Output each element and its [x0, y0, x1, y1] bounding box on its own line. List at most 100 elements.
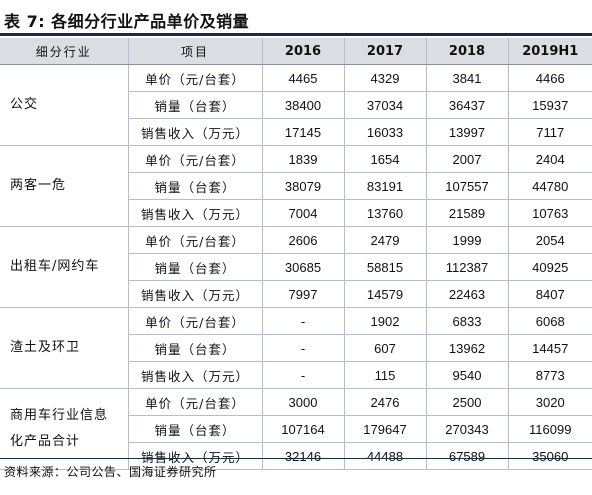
header-year: 2017 [344, 38, 427, 65]
value-cell: 58815 [344, 253, 427, 281]
value-cell: 6833 [426, 307, 509, 335]
value-cell: 6068 [508, 307, 592, 335]
item-label: 销量（台套） [128, 253, 263, 281]
value-cell: 7117 [508, 118, 592, 146]
value-cell: 36437 [426, 91, 509, 119]
item-label: 销售收入（万元） [128, 280, 263, 308]
table-row: 公交 单价（元/台套） 4465 4329 3841 4466 [0, 64, 592, 146]
table-row: 销量（台套） 38400 37034 36437 15937 [0, 91, 592, 119]
header-item: 项目 [128, 38, 263, 65]
value-cell: 2404 [508, 145, 592, 173]
table-row: 销售收入（万元） 17145 16033 13997 7117 [0, 118, 592, 146]
value-cell: 10763 [508, 199, 592, 227]
segment-name: 出租车/网约车 [0, 226, 129, 308]
value-cell: 44780 [508, 172, 592, 200]
item-label: 单价（元/台套） [128, 226, 263, 254]
table-row: 销售收入（万元） -115 9540 8773 [0, 361, 592, 389]
value-cell: - [262, 361, 345, 389]
segment-name: 渣土及环卫 [0, 307, 129, 389]
table-row: 商用车行业信息化产品合计 单价（元/台套） 3000 2476 2500 3020 [0, 388, 592, 470]
item-label: 单价（元/台套） [128, 64, 263, 92]
value-cell: 2054 [508, 226, 592, 254]
item-label: 销售收入（万元） [128, 199, 263, 227]
value-cell: 35060 [508, 442, 592, 470]
value-cell: 115 [344, 361, 427, 389]
value-cell: 112387 [426, 253, 509, 281]
table-row: 销量（台套） 38079 83191 107557 44780 [0, 172, 592, 200]
value-cell: 607 [344, 334, 427, 362]
item-label: 销售收入（万元） [128, 442, 263, 470]
value-cell: 16033 [344, 118, 427, 146]
value-cell: 67589 [426, 442, 509, 470]
table-title: 表 7: 各细分行业产品单价及销量 [4, 12, 250, 31]
value-cell: 21589 [426, 199, 509, 227]
source-note: 资料来源：公司公告、国海证券研究所 [4, 465, 217, 479]
item-label: 销售收入（万元） [128, 118, 263, 146]
value-cell: 4465 [262, 64, 345, 92]
item-label: 单价（元/台套） [128, 388, 263, 416]
value-cell: 4466 [508, 64, 592, 92]
header-year: 2019H1 [508, 38, 592, 65]
segment-name: 两客一危 [0, 145, 129, 227]
value-cell: - [262, 334, 345, 362]
value-cell: 107164 [262, 415, 345, 443]
value-cell: 9540 [426, 361, 509, 389]
title-rule [0, 33, 592, 36]
value-cell: 1839 [262, 145, 345, 173]
value-cell: 13760 [344, 199, 427, 227]
header-year: 2016 [262, 38, 345, 65]
table-row: 销量（台套） -607 13962 14457 [0, 334, 592, 362]
value-cell: 7997 [262, 280, 345, 308]
value-cell: 116099 [508, 415, 592, 443]
value-cell: 40925 [508, 253, 592, 281]
value-cell: 2500 [426, 388, 509, 416]
value-cell: 37034 [344, 91, 427, 119]
value-cell: 4329 [344, 64, 427, 92]
table-row: 销量（台套） 30685 58815 112387 40925 [0, 253, 592, 281]
value-cell: 3841 [426, 64, 509, 92]
value-cell: 32146 [262, 442, 345, 470]
value-cell: - [262, 307, 345, 335]
table-row: 销量（台套） 107164 179647 270343 116099 [0, 415, 592, 443]
value-cell: 30685 [262, 253, 345, 281]
table-row: 渣土及环卫 单价（元/台套） -1902 6833 6068 [0, 307, 592, 389]
item-label: 销量（台套） [128, 91, 263, 119]
value-cell: 270343 [426, 415, 509, 443]
segment-name: 公交 [0, 64, 129, 146]
value-cell: 7004 [262, 199, 345, 227]
value-cell: 1999 [426, 226, 509, 254]
value-cell: 107557 [426, 172, 509, 200]
value-cell: 13997 [426, 118, 509, 146]
value-cell: 13962 [426, 334, 509, 362]
item-label: 单价（元/台套） [128, 145, 263, 173]
value-cell: 8773 [508, 361, 592, 389]
item-label: 销量（台套） [128, 415, 263, 443]
item-label: 单价（元/台套） [128, 307, 263, 335]
value-cell: 38400 [262, 91, 345, 119]
value-cell: 1902 [344, 307, 427, 335]
table-row: 销售收入（万元） 7004 13760 21589 10763 [0, 199, 592, 227]
segment-name: 商用车行业信息化产品合计 [0, 388, 129, 470]
price-volume-table: 细分行业 项目 2016 2017 2018 2019H1 公交 单价（元/台套）… [0, 38, 592, 470]
value-cell: 17145 [262, 118, 345, 146]
table-row: 出租车/网约车 单价（元/台套） 2606 2479 1999 2054 [0, 226, 592, 308]
value-cell: 83191 [344, 172, 427, 200]
value-cell: 44488 [344, 442, 427, 470]
value-cell: 22463 [426, 280, 509, 308]
header-segment: 细分行业 [0, 38, 129, 65]
value-cell: 38079 [262, 172, 345, 200]
value-cell: 14579 [344, 280, 427, 308]
value-cell: 3020 [508, 388, 592, 416]
value-cell: 2606 [262, 226, 345, 254]
value-cell: 179647 [344, 415, 427, 443]
value-cell: 1654 [344, 145, 427, 173]
value-cell: 2479 [344, 226, 427, 254]
header-year: 2018 [426, 38, 509, 65]
item-label: 销量（台套） [128, 334, 263, 362]
table-row: 销售收入（万元） 7997 14579 22463 8407 [0, 280, 592, 308]
value-cell: 3000 [262, 388, 345, 416]
value-cell: 8407 [508, 280, 592, 308]
table-row: 销售收入（万元） 32146 44488 67589 35060 [0, 442, 592, 470]
value-cell: 2476 [344, 388, 427, 416]
item-label: 销售收入（万元） [128, 361, 263, 389]
